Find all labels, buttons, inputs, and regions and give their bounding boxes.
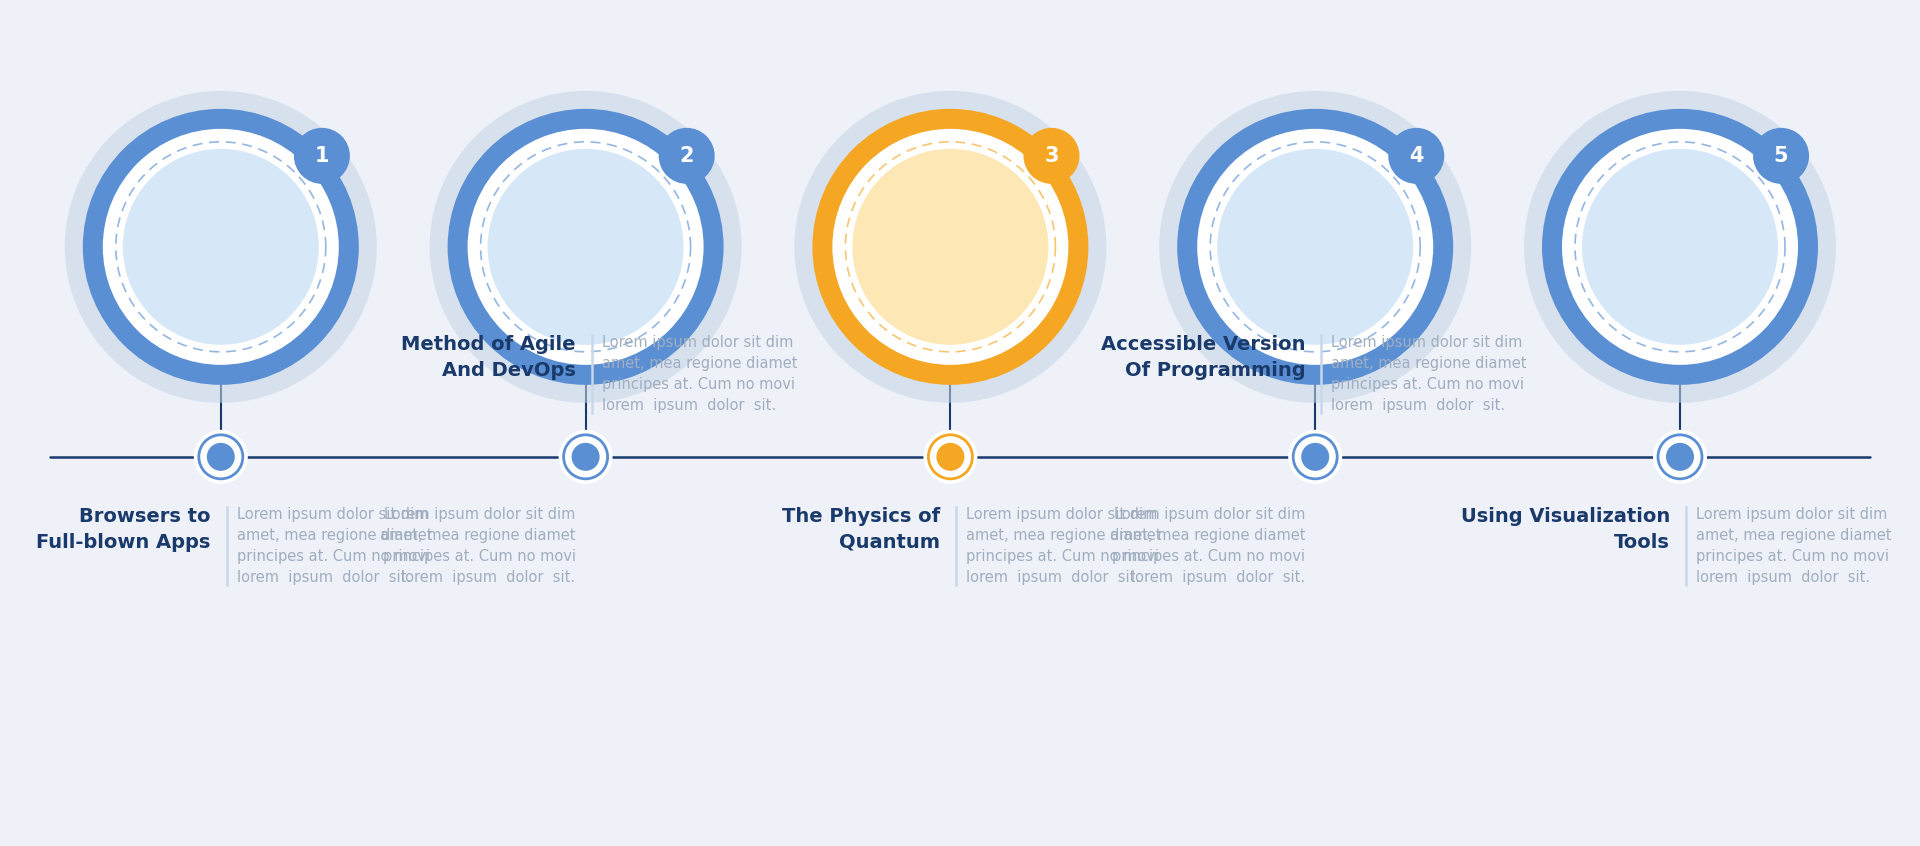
Text: Browsers to
Full-blown Apps: Browsers to Full-blown Apps <box>36 507 211 552</box>
Circle shape <box>488 149 684 345</box>
Text: Lorem ipsum dolor sit dim
amet, mea regione diamet
principes at. Cum no movi
lor: Lorem ipsum dolor sit dim amet, mea regi… <box>1331 335 1526 413</box>
Circle shape <box>1023 128 1079 184</box>
Text: Lorem ipsum dolor sit dim
amet, mea regione diamet
principes at. Cum no movi
lor: Lorem ipsum dolor sit dim amet, mea regi… <box>1110 507 1306 585</box>
Circle shape <box>1524 91 1836 403</box>
Text: Lorem ipsum dolor sit dim
amet, mea regione diamet
principes at. Cum no movi
lor: Lorem ipsum dolor sit dim amet, mea regi… <box>966 507 1162 585</box>
Text: Method of Agile
And DevOps: Method of Agile And DevOps <box>401 335 576 380</box>
Circle shape <box>104 129 338 365</box>
Circle shape <box>1653 430 1707 484</box>
Circle shape <box>852 149 1048 345</box>
Circle shape <box>1160 91 1471 403</box>
Circle shape <box>194 430 248 484</box>
Circle shape <box>924 430 977 484</box>
Text: 1: 1 <box>315 146 328 166</box>
Text: Lorem ipsum dolor sit dim
amet, mea regione diamet
principes at. Cum no movi
lor: Lorem ipsum dolor sit dim amet, mea regi… <box>236 507 432 585</box>
Circle shape <box>659 128 714 184</box>
Circle shape <box>572 442 599 471</box>
Circle shape <box>1302 442 1329 471</box>
Text: 2: 2 <box>680 146 693 166</box>
Circle shape <box>1388 128 1444 184</box>
Circle shape <box>65 91 376 403</box>
Circle shape <box>833 129 1068 365</box>
Circle shape <box>812 109 1089 385</box>
Circle shape <box>1753 128 1809 184</box>
Text: 3: 3 <box>1044 146 1058 166</box>
Text: The Physics of
Quantum: The Physics of Quantum <box>781 507 941 552</box>
Circle shape <box>1667 442 1693 471</box>
Circle shape <box>795 91 1106 403</box>
Circle shape <box>468 129 703 365</box>
Circle shape <box>447 109 724 385</box>
Circle shape <box>1288 430 1342 484</box>
Circle shape <box>294 128 349 184</box>
Text: Using Visualization
Tools: Using Visualization Tools <box>1461 507 1670 552</box>
Text: Lorem ipsum dolor sit dim
amet, mea regione diamet
principes at. Cum no movi
lor: Lorem ipsum dolor sit dim amet, mea regi… <box>1695 507 1891 585</box>
Circle shape <box>1563 129 1797 365</box>
Circle shape <box>559 430 612 484</box>
Circle shape <box>207 442 234 471</box>
Text: Lorem ipsum dolor sit dim
amet, mea regione diamet
principes at. Cum no movi
lor: Lorem ipsum dolor sit dim amet, mea regi… <box>380 507 576 585</box>
Circle shape <box>1217 149 1413 345</box>
Circle shape <box>123 149 319 345</box>
Circle shape <box>1177 109 1453 385</box>
Circle shape <box>1542 109 1818 385</box>
Text: Accessible Version
Of Programming: Accessible Version Of Programming <box>1100 335 1306 380</box>
Text: 4: 4 <box>1409 146 1423 166</box>
Circle shape <box>937 442 964 471</box>
Circle shape <box>430 91 741 403</box>
Circle shape <box>83 109 359 385</box>
Circle shape <box>1582 149 1778 345</box>
Text: Lorem ipsum dolor sit dim
amet, mea regione diamet
principes at. Cum no movi
lor: Lorem ipsum dolor sit dim amet, mea regi… <box>601 335 797 413</box>
Text: 5: 5 <box>1774 146 1788 166</box>
Circle shape <box>1198 129 1432 365</box>
